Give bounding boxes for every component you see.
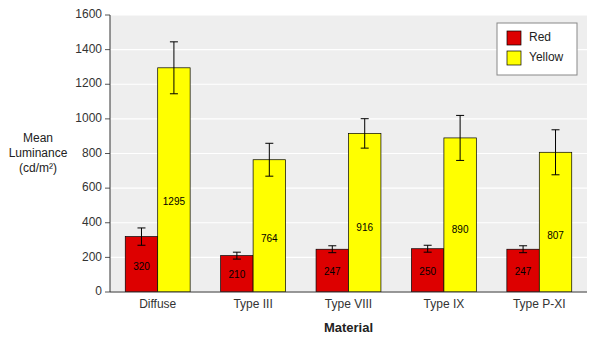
error-bar (361, 119, 369, 148)
bars (125, 42, 571, 292)
bar (158, 68, 190, 292)
error-bar (456, 115, 464, 160)
data-label: 916 (356, 222, 373, 233)
y-tick-label: 0 (95, 284, 102, 298)
legend-swatch (507, 51, 521, 65)
error-bar (328, 246, 336, 253)
chart-container: 0 200 400 600 800 1000 1200 1400 1600 320 210 247 25… (0, 0, 602, 342)
x-axis-line (110, 292, 587, 293)
chart: 0 200 400 600 800 1000 1200 1400 1600 320 210 247 25… (0, 0, 602, 342)
data-label: 890 (452, 224, 469, 235)
data-label: 807 (547, 230, 564, 241)
x-tick-label: Type IX (424, 297, 465, 311)
data-label: 1295 (163, 196, 186, 207)
error-bar (170, 42, 178, 94)
legend-swatch (507, 31, 521, 45)
y-tick-label: 400 (82, 215, 102, 229)
bar (507, 249, 539, 292)
error-bar (233, 252, 241, 259)
x-tick-label: Type III (233, 297, 272, 311)
y-tick-label: 1600 (75, 7, 102, 21)
y-tick (105, 118, 110, 119)
x-tick-label: Diffuse (139, 297, 176, 311)
data-label: 247 (324, 266, 341, 277)
x-tick-label: Type P-XI (513, 297, 566, 311)
x-tick-label: Type VIII (325, 297, 372, 311)
bar (221, 256, 253, 292)
error-bar (265, 143, 273, 176)
y-tick (105, 84, 110, 85)
y-tick-label: 800 (82, 146, 102, 160)
y-axis-label: MeanLuminance(cd/m²) (9, 131, 68, 175)
y-tick-label: 600 (82, 180, 102, 194)
y-tick-label: 1400 (75, 42, 102, 56)
bar (253, 160, 285, 292)
data-label: 250 (419, 266, 436, 277)
y-axis-line (110, 15, 111, 292)
bar (125, 237, 157, 292)
error-bar (552, 130, 560, 175)
bar (411, 249, 443, 292)
bar (444, 138, 476, 292)
y-tick (105, 49, 110, 50)
legend-label: Yellow (529, 50, 564, 64)
grid-line (110, 14, 587, 15)
legend: Red Yellow (497, 23, 577, 75)
bar (316, 249, 348, 292)
data-label: 320 (133, 261, 150, 272)
y-tick-label: 1200 (75, 76, 102, 90)
x-axis-label: Material (324, 320, 373, 335)
y-tick (105, 257, 110, 258)
error-bar (137, 228, 145, 245)
y-tick-label: 1000 (75, 111, 102, 125)
y-tick (105, 188, 110, 189)
y-tick-label: 200 (82, 250, 102, 264)
bar (349, 133, 381, 292)
grid-line (110, 291, 587, 292)
y-tick (105, 222, 110, 223)
legend-frame (497, 23, 577, 75)
error-bar (424, 245, 432, 252)
data-label: 247 (515, 266, 532, 277)
legend-label: Red (529, 30, 551, 44)
y-tick (105, 153, 110, 154)
plot-background (110, 15, 587, 292)
y-tick (105, 292, 110, 293)
error-bar (519, 246, 527, 253)
y-tick (105, 15, 110, 16)
data-label: 764 (261, 233, 278, 244)
data-label: 210 (229, 269, 246, 280)
